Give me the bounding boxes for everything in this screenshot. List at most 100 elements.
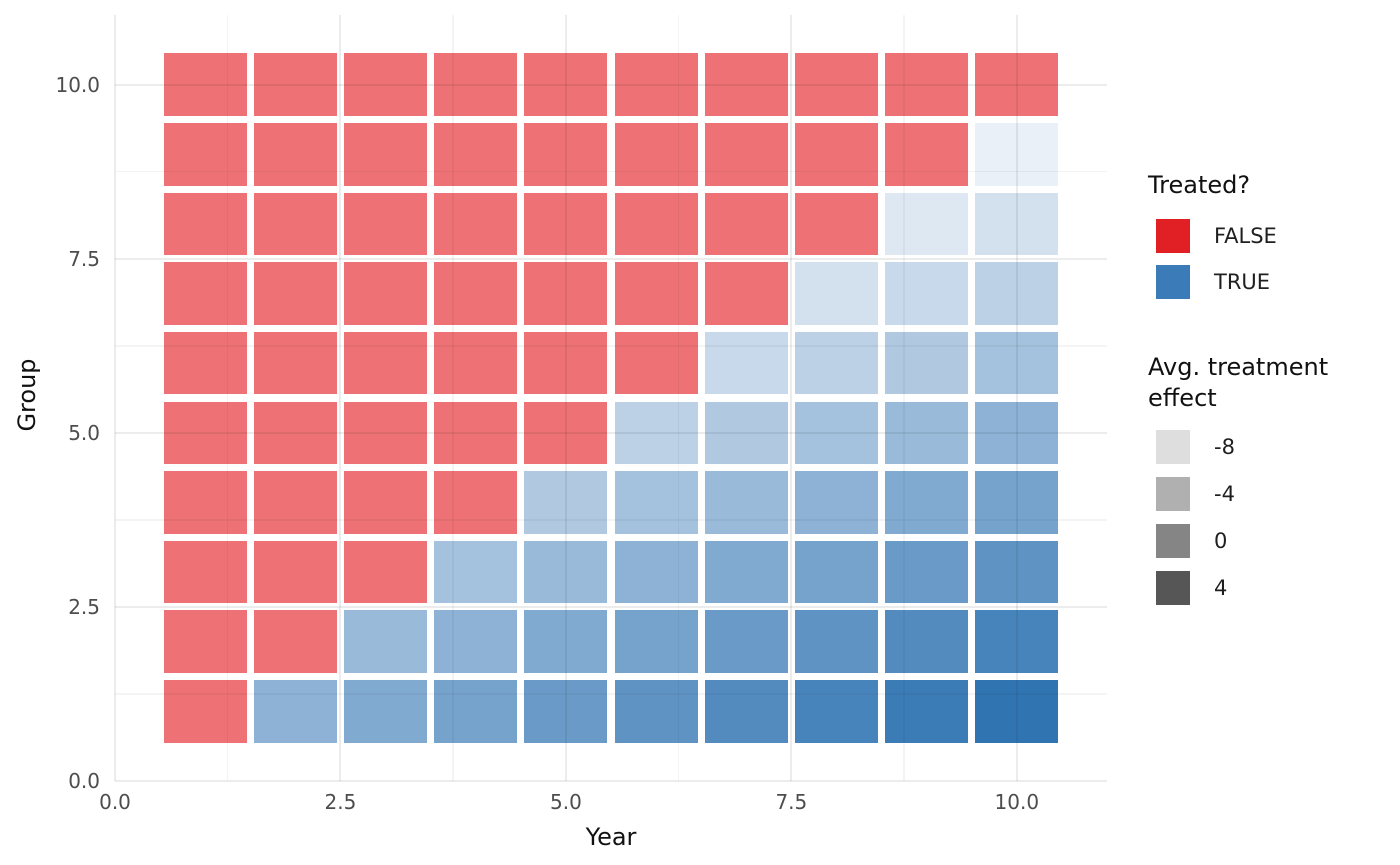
tile-group9-year5 bbox=[524, 122, 608, 186]
tile-group6-year3 bbox=[343, 331, 428, 395]
y-axis-title: Group bbox=[13, 358, 41, 432]
tile-group4-year6 bbox=[614, 471, 698, 534]
x-tick-label: 0.0 bbox=[99, 790, 131, 814]
legend-item-true: TRUE bbox=[1148, 265, 1388, 299]
tile-group3-year1 bbox=[163, 540, 247, 604]
tile-group7-year8 bbox=[794, 262, 879, 325]
legend-swatch-effect-0-icon bbox=[1156, 524, 1190, 558]
legend-swatch-false-icon bbox=[1156, 219, 1190, 253]
legend-swatch-true-icon bbox=[1156, 265, 1190, 299]
tile-group2-year9 bbox=[885, 610, 969, 674]
tiles-layer bbox=[115, 15, 1107, 781]
legend-swatch-effect-4-icon bbox=[1156, 571, 1190, 605]
tile-group5-year9 bbox=[885, 401, 969, 465]
tile-group5-year7 bbox=[704, 401, 788, 465]
x-tick-label: 5.0 bbox=[550, 790, 582, 814]
tile-group6-year1 bbox=[163, 331, 247, 395]
y-tick-label: 7.5 bbox=[68, 246, 100, 271]
tile-group6-year7 bbox=[704, 331, 788, 395]
tile-group4-year3 bbox=[343, 471, 428, 534]
tile-group9-year1 bbox=[163, 122, 247, 186]
tile-group2-year1 bbox=[163, 610, 247, 674]
tile-group7-year5 bbox=[524, 262, 608, 325]
tile-group9-year6 bbox=[614, 122, 698, 186]
tile-group8-year8 bbox=[794, 192, 879, 256]
tile-group3-year6 bbox=[614, 540, 698, 604]
tile-group5-year2 bbox=[253, 401, 337, 465]
legend-item-effect-neg8: -8 bbox=[1148, 430, 1388, 464]
tile-group3-year2 bbox=[253, 540, 337, 604]
tile-group5-year6 bbox=[614, 401, 698, 465]
tile-group10-year5 bbox=[524, 53, 608, 116]
x-tick-label: 10.0 bbox=[994, 790, 1040, 814]
x-tick-label: 7.5 bbox=[775, 790, 808, 814]
tile-group5-year4 bbox=[434, 401, 518, 465]
tile-group2-year5 bbox=[524, 610, 608, 674]
tile-group4-year10 bbox=[975, 471, 1059, 534]
tile-group6-year8 bbox=[794, 331, 879, 395]
tile-group1-year1 bbox=[163, 680, 247, 743]
tile-group1-year7 bbox=[704, 680, 788, 743]
legend-item-effect-4: 4 bbox=[1148, 571, 1388, 605]
tile-group7-year6 bbox=[614, 262, 698, 325]
tile-group8-year4 bbox=[434, 192, 518, 256]
legend-treated: Treated? FALSE TRUE bbox=[1148, 170, 1388, 299]
legend-item-effect-neg4: -4 bbox=[1148, 477, 1388, 511]
tile-group6-year5 bbox=[524, 331, 608, 395]
tile-group6-year4 bbox=[434, 331, 518, 395]
tile-group9-year2 bbox=[253, 122, 337, 186]
tile-group1-year9 bbox=[885, 680, 969, 743]
tile-group10-year3 bbox=[343, 53, 428, 116]
tile-group5-year8 bbox=[794, 401, 879, 465]
tile-group5-year10 bbox=[975, 401, 1059, 465]
plot-panel bbox=[114, 15, 1107, 782]
tile-group10-year8 bbox=[794, 53, 879, 116]
tile-group5-year3 bbox=[343, 401, 428, 465]
tile-group10-year7 bbox=[704, 53, 788, 116]
legend-swatch-effect-neg8-icon bbox=[1156, 430, 1190, 464]
tile-group9-year9 bbox=[885, 122, 969, 186]
tile-group2-year8 bbox=[794, 610, 879, 674]
tile-group5-year5 bbox=[524, 401, 608, 465]
tile-group2-year4 bbox=[434, 610, 518, 674]
y-tick-label: 10.0 bbox=[55, 72, 100, 97]
tile-group10-year6 bbox=[614, 53, 698, 116]
tile-group3-year7 bbox=[704, 540, 788, 604]
legend-label-effect-neg4: -4 bbox=[1214, 482, 1235, 506]
tile-group9-year3 bbox=[343, 122, 428, 186]
tile-group6-year9 bbox=[885, 331, 969, 395]
tile-group7-year4 bbox=[434, 262, 518, 325]
tile-group4-year2 bbox=[253, 471, 337, 534]
tile-group8-year10 bbox=[975, 192, 1059, 256]
tile-group3-year5 bbox=[524, 540, 608, 604]
tile-group10-year4 bbox=[434, 53, 518, 116]
tile-group3-year9 bbox=[885, 540, 969, 604]
tile-group5-year1 bbox=[163, 401, 247, 465]
tile-group8-year5 bbox=[524, 192, 608, 256]
tile-group9-year10 bbox=[975, 122, 1059, 186]
tile-group7-year7 bbox=[704, 262, 788, 325]
tile-group1-year3 bbox=[343, 680, 428, 743]
tile-group8-year9 bbox=[885, 192, 969, 256]
x-tick-label: 2.5 bbox=[324, 790, 357, 814]
tile-group3-year8 bbox=[794, 540, 879, 604]
tile-group3-year10 bbox=[975, 540, 1059, 604]
tile-group2-year2 bbox=[253, 610, 337, 674]
tile-group2-year6 bbox=[614, 610, 698, 674]
tile-group6-year6 bbox=[614, 331, 698, 395]
tile-group9-year8 bbox=[794, 122, 879, 186]
tile-group8-year2 bbox=[253, 192, 337, 256]
tile-group4-year4 bbox=[434, 471, 518, 534]
tile-group7-year10 bbox=[975, 262, 1059, 325]
legend-label-effect-0: 0 bbox=[1214, 529, 1228, 553]
tile-group10-year1 bbox=[163, 53, 247, 116]
legend-avg-treatment-effect: Avg. treatment effect -8 -4 0 4 bbox=[1148, 352, 1388, 605]
legend-effect-title: Avg. treatment effect bbox=[1148, 353, 1329, 412]
tile-group1-year4 bbox=[434, 680, 518, 743]
tile-group10-year9 bbox=[885, 53, 969, 116]
tile-group6-year2 bbox=[253, 331, 337, 395]
tile-group4-year1 bbox=[163, 471, 247, 534]
y-tick-label: 2.5 bbox=[68, 594, 100, 619]
tile-group6-year10 bbox=[975, 331, 1059, 395]
